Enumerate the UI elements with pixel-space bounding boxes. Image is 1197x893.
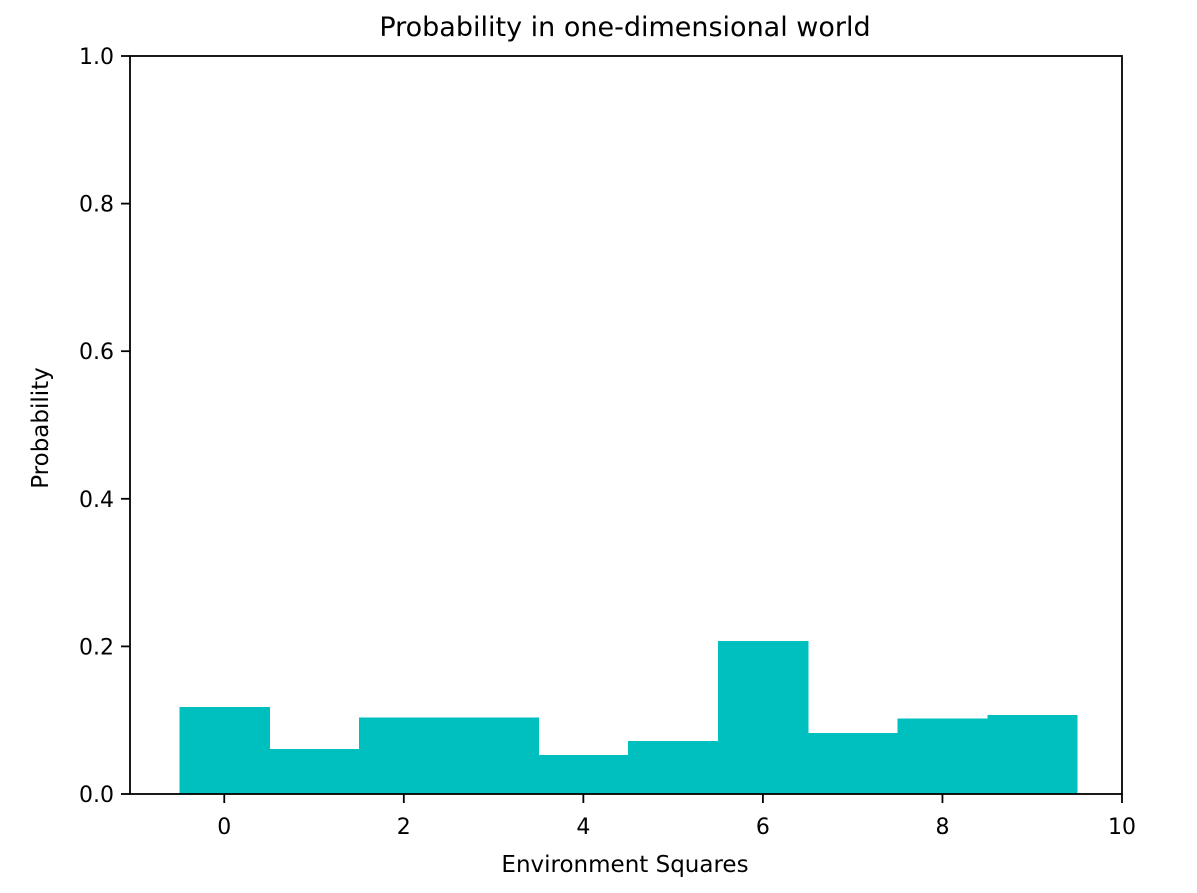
x-axis-label: Environment Squares <box>501 852 748 878</box>
x-tick-label-8: 8 <box>935 815 949 840</box>
chart-title: Probability in one-dimensional world <box>379 12 870 43</box>
y-tick-label-1: 1.0 <box>79 45 114 70</box>
y-tick-label-0: 0.0 <box>79 783 114 808</box>
x-tick-label-0: 0 <box>217 815 231 840</box>
y-tick-label-0-6: 0.6 <box>79 340 114 365</box>
bar-1 <box>269 748 360 794</box>
bar-7 <box>807 732 899 794</box>
bar-4 <box>538 754 629 794</box>
bar-8 <box>897 718 988 794</box>
bar-3 <box>448 717 540 794</box>
bar-9 <box>987 715 1078 794</box>
x-tick-label-6: 6 <box>756 815 770 840</box>
bar-5 <box>628 740 719 794</box>
bar-2 <box>358 717 450 794</box>
y-tick-label-0-4: 0.4 <box>79 488 114 513</box>
plot-frame <box>129 55 1123 795</box>
bar-6 <box>718 641 809 794</box>
x-tick-label-4: 4 <box>576 815 590 840</box>
x-tick-label-2: 2 <box>397 815 411 840</box>
x-tick-label-10: 10 <box>1108 815 1136 840</box>
axes-layer: 0 2 4 6 8 10 0.0 0.2 0.4 0.6 0.8 1.0 <box>79 45 1136 840</box>
bar-0 <box>179 706 270 794</box>
y-tick-label-0-8: 0.8 <box>79 193 114 218</box>
y-axis-label: Probability <box>28 367 54 489</box>
y-tick-label-0-2: 0.2 <box>79 635 114 660</box>
bars-layer <box>179 641 1078 794</box>
